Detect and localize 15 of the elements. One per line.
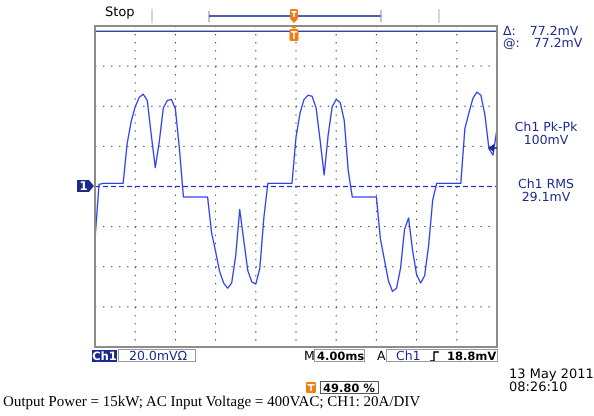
text: 13 May 2011: [509, 367, 594, 382]
text: Output Power = 15kW; AC Input Voltage = 400VAC; CH1: 20A/DIV: [3, 394, 420, 411]
text: 08:26:10: [509, 380, 568, 395]
text: Ch1: [396, 348, 421, 363]
text: Δ: 77.2mV: [503, 23, 578, 38]
text: 49.80 %: [323, 380, 375, 394]
text: 18.8mV: [447, 349, 496, 363]
text: 1: [78, 179, 89, 193]
text: M: [304, 348, 315, 363]
text: Stop: [105, 5, 135, 20]
text: 20.0mVΩ: [129, 348, 188, 363]
text: @: 77.2mV: [503, 35, 582, 50]
text: Ch1 RMS 29.1mV: [517, 176, 575, 204]
text: A: [377, 348, 386, 363]
text: Ch1 Pk-Pk 100mV: [514, 119, 578, 147]
